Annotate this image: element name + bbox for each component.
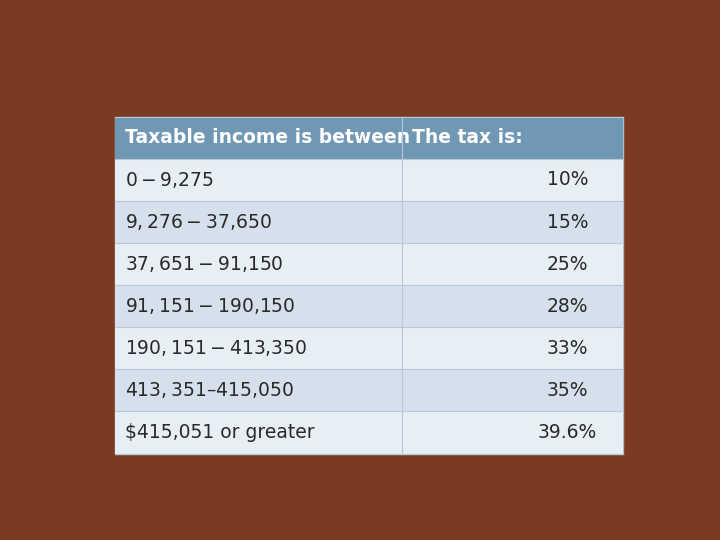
- Text: $91,151 - $190,150: $91,151 - $190,150: [125, 296, 296, 316]
- Text: 28%: 28%: [547, 296, 588, 316]
- Text: $37,651 - $91,150: $37,651 - $91,150: [125, 254, 284, 274]
- Bar: [115, 117, 623, 454]
- Text: 25%: 25%: [547, 255, 588, 274]
- Bar: [115, 285, 402, 327]
- Bar: [115, 243, 402, 285]
- Text: $9,276 - $37,650: $9,276 - $37,650: [125, 212, 272, 232]
- Text: 15%: 15%: [547, 213, 588, 232]
- Text: The tax is:: The tax is:: [412, 129, 523, 147]
- Bar: [402, 327, 623, 369]
- Text: $413,351 – $415,050: $413,351 – $415,050: [125, 380, 294, 401]
- Text: Taxable income is between: Taxable income is between: [125, 129, 410, 147]
- Text: 39.6%: 39.6%: [538, 423, 598, 442]
- Text: $190,151 - $413,350: $190,151 - $413,350: [125, 339, 307, 359]
- Bar: [402, 117, 623, 159]
- Bar: [115, 117, 402, 159]
- Bar: [115, 411, 402, 454]
- Text: 10%: 10%: [547, 171, 588, 190]
- Bar: [115, 327, 402, 369]
- Bar: [402, 411, 623, 454]
- Bar: [115, 369, 402, 411]
- Bar: [115, 201, 402, 243]
- Bar: [402, 243, 623, 285]
- Bar: [402, 285, 623, 327]
- Bar: [402, 159, 623, 201]
- Text: 35%: 35%: [547, 381, 588, 400]
- Bar: [402, 201, 623, 243]
- Text: 33%: 33%: [547, 339, 588, 358]
- Bar: [115, 159, 402, 201]
- Text: $415,051 or greater: $415,051 or greater: [125, 423, 315, 442]
- Text: $0 - $9,275: $0 - $9,275: [125, 170, 214, 190]
- Bar: [402, 369, 623, 411]
